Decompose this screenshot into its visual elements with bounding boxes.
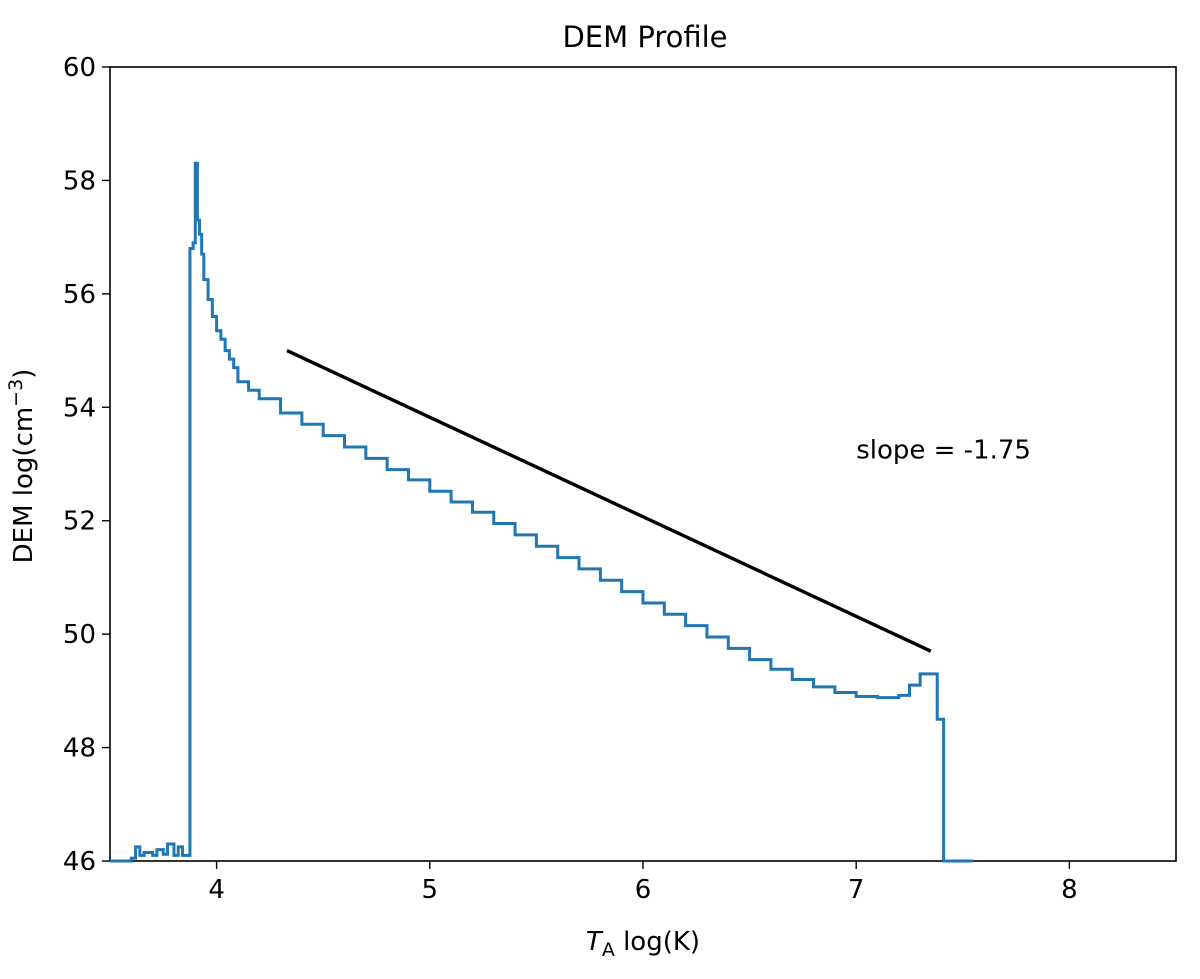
y-tick-label: 48 — [63, 734, 96, 764]
annotation-layer: slope = -1.75 — [856, 435, 1031, 465]
y-tick-label: 58 — [63, 166, 96, 196]
x-tick-label: 7 — [848, 875, 865, 905]
x-axis-label-unit: log(K) — [615, 927, 700, 957]
y-tick-label: 54 — [63, 393, 96, 423]
x-tick-label: 8 — [1061, 875, 1078, 905]
x-tick-label: 4 — [208, 875, 225, 905]
y-tick-label: 56 — [63, 280, 96, 310]
chart-title: DEM Profile — [562, 20, 727, 54]
y-axis-label: DEM log(cm−3) — [5, 369, 39, 564]
y-axis-label-close: ) — [9, 369, 39, 379]
y-tick-label: 46 — [63, 847, 96, 877]
x-axis-label-subscript: A — [602, 939, 615, 961]
x-axis-label-symbol: T — [586, 927, 604, 957]
dem-series-line — [110, 161, 974, 863]
y-tick-label: 52 — [63, 507, 96, 537]
slope-annotation: slope = -1.75 — [856, 435, 1031, 465]
y-axis: 46 48 50 52 54 56 58 60 — [63, 53, 110, 877]
slope-fit-line — [286, 349, 932, 653]
x-tick-label: 6 — [635, 875, 652, 905]
y-tick-label: 60 — [63, 53, 96, 83]
y-axis-label-text: DEM log(cm — [9, 407, 39, 564]
series-layer — [110, 161, 974, 863]
x-axis: 4 5 6 7 8 — [208, 861, 1078, 905]
x-axis-label: TA log(K) — [586, 927, 700, 961]
x-tick-label: 5 — [422, 875, 439, 905]
y-axis-label-superscript: −3 — [5, 379, 27, 407]
y-tick-label: 50 — [63, 620, 96, 650]
